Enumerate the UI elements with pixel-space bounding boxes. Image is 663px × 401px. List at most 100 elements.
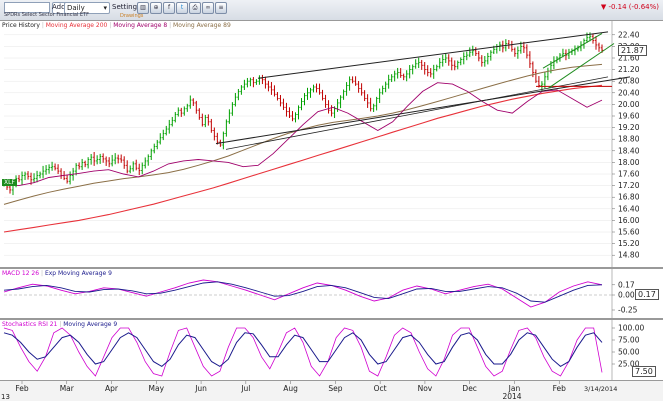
macd-tick-label: 0.17 — [618, 280, 635, 289]
month-tick-label: Sep — [328, 384, 342, 393]
price-bar — [116, 154, 120, 164]
price-bar — [180, 107, 183, 117]
price-bar — [537, 76, 541, 88]
stoch-pane[interactable]: 100.00 75.00 50.00 25.00 Stochastics RSI 21… — [0, 319, 663, 381]
share-button[interactable]: f — [163, 2, 175, 14]
price-bar — [300, 98, 303, 111]
price-bar — [141, 162, 144, 175]
interval-value: Daily — [67, 4, 85, 12]
price-bar — [489, 50, 493, 61]
price-bar — [80, 158, 84, 170]
price-bar — [402, 73, 405, 81]
price-bar — [375, 96, 378, 111]
symbol-field[interactable] — [4, 2, 50, 13]
stoch-tick-label: 25.00 — [618, 360, 640, 369]
price-bar — [363, 90, 366, 102]
price-bar — [417, 57, 420, 69]
price-bar — [516, 46, 520, 59]
price-tick-label: 20.00 — [618, 100, 640, 109]
price-tick-label: 14.80 — [618, 251, 640, 260]
price-bar — [92, 152, 96, 166]
price-bar — [447, 54, 450, 66]
price-bar — [465, 51, 468, 61]
price-bar — [162, 129, 165, 141]
price-bar — [276, 92, 279, 101]
price-bar — [267, 80, 270, 92]
price-bar — [354, 76, 357, 86]
price-bar — [384, 81, 387, 93]
price-bar — [246, 77, 249, 88]
price-bar — [144, 157, 147, 169]
price-bar — [342, 89, 345, 100]
price-bar — [225, 119, 228, 137]
stoch-legend: Stochastics RSI 21 | Moving Average 9 — [2, 321, 118, 328]
price-bar — [47, 164, 51, 174]
price-bar — [17, 175, 21, 183]
price-bar — [38, 171, 42, 179]
price-bar — [534, 69, 538, 83]
link-icon: ∞ — [205, 4, 211, 11]
price-bar — [101, 153, 105, 163]
price-bar — [123, 156, 126, 169]
lower-channel-line — [215, 76, 631, 145]
price-bar — [477, 51, 480, 62]
price-tick-label: 19.60 — [618, 112, 640, 121]
price-pane[interactable]: 22.4022.0021.6021.2020.8020.4020.0019.60… — [0, 20, 663, 268]
month-tick-label: Apr — [105, 384, 119, 393]
settings-button[interactable]: Settings — [112, 3, 141, 11]
price-tick-label: 16.00 — [618, 216, 640, 225]
price-bar — [303, 93, 306, 106]
price-bar — [426, 65, 429, 77]
price-bar — [32, 173, 36, 184]
price-bar — [113, 153, 117, 165]
price-bar — [147, 154, 150, 166]
ma200-line — [3, 84, 603, 233]
price-bar — [543, 71, 547, 89]
month-tick-label: Nov — [418, 384, 433, 393]
macd-pane[interactable]: 0.17 0.00 -0.25 MACD 12 26 | Exp Moving Av… — [0, 268, 663, 319]
price-bar — [228, 109, 231, 124]
price-chart: 22.4022.0021.6021.2020.8020.4020.0019.60… — [2, 21, 640, 267]
twitter-button[interactable]: t — [176, 2, 188, 14]
upper-channel-line — [257, 31, 609, 79]
interval-select[interactable]: Daily ▾ — [64, 2, 110, 14]
price-bar — [207, 114, 210, 126]
price-bar — [312, 84, 315, 93]
price-bar — [68, 171, 72, 185]
price-bar — [153, 143, 156, 154]
legend-ma200: Moving Average 200 — [45, 22, 108, 29]
green-channel-upper — [542, 32, 603, 69]
price-bar — [98, 153, 102, 164]
link-button[interactable]: ∞ — [202, 2, 214, 14]
price-bar — [56, 164, 60, 174]
price-bar — [480, 55, 483, 67]
month-tick-label: Jun — [194, 384, 207, 393]
month-tick-label: Feb — [15, 384, 29, 393]
drawings-button[interactable]: Drawings — [120, 13, 144, 19]
price-bar — [411, 64, 414, 75]
zoom-button[interactable]: ⊕ — [150, 2, 162, 14]
price-bar — [597, 42, 601, 52]
menu-button[interactable]: ≡ — [215, 2, 227, 14]
price-bar — [291, 111, 294, 122]
price-bar — [273, 85, 276, 97]
macd-tick-label: 0.00 — [618, 291, 635, 300]
stoch-tick-label: 50.00 — [618, 348, 640, 357]
print-button[interactable]: ⎙ — [189, 2, 201, 14]
price-tick-label: 22.40 — [618, 30, 640, 39]
price-tick-label: 21.20 — [618, 65, 640, 74]
price-bar — [348, 76, 351, 91]
zoom-icon: ⊕ — [153, 4, 159, 11]
price-tick-label: 17.60 — [618, 170, 640, 179]
price-bar — [513, 47, 517, 57]
price-bar — [222, 131, 225, 150]
month-tick-label: Oct — [374, 384, 387, 393]
price-bar — [237, 88, 240, 101]
price-bar — [129, 165, 132, 174]
price-bar — [135, 159, 138, 171]
price-bar — [360, 83, 363, 96]
chart-type-button[interactable]: ▥ — [137, 2, 149, 14]
price-bar — [297, 105, 300, 120]
price-bar — [165, 125, 168, 136]
price-bar — [285, 102, 288, 117]
